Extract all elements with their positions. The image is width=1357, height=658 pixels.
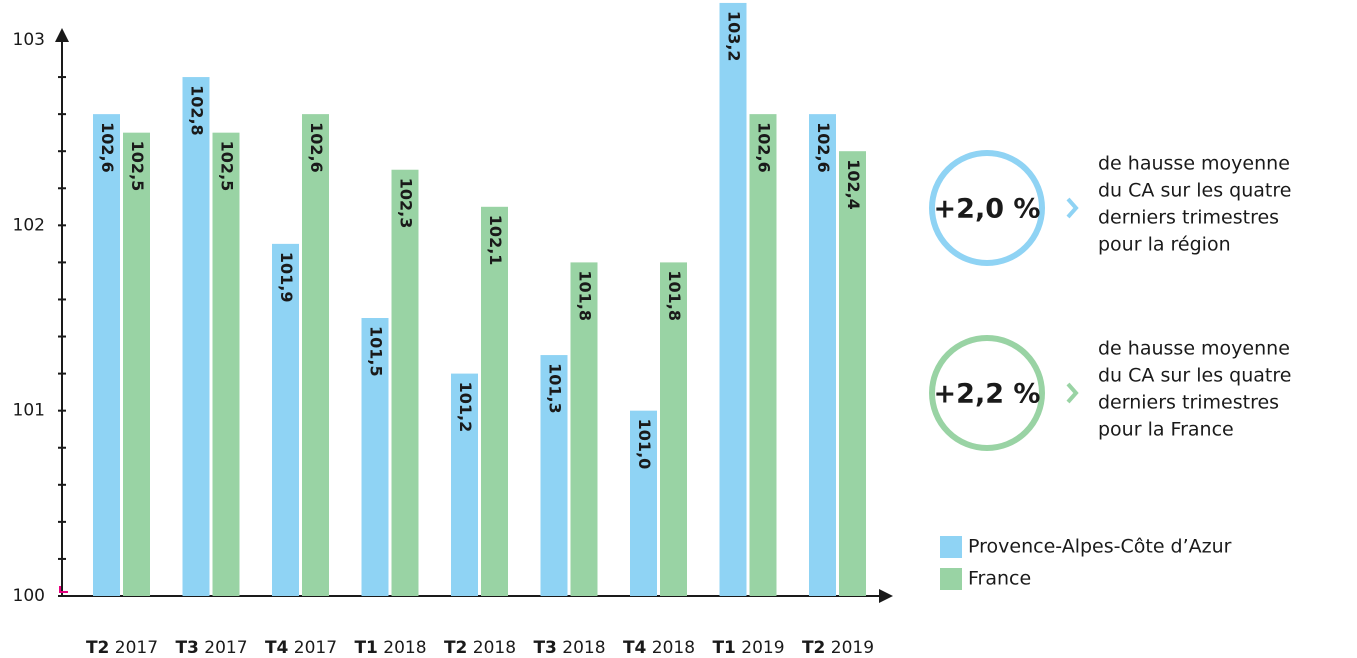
bar <box>749 114 777 596</box>
annotation-text: derniers trimestres <box>1098 392 1279 414</box>
value-label: 102,5 <box>128 141 147 192</box>
legend-label: France <box>968 568 1031 590</box>
value-label: 102,6 <box>98 122 117 173</box>
bar <box>182 77 210 597</box>
x-tick-label: T2 2019 <box>802 638 874 658</box>
x-tick-label: T1 2018 <box>354 638 426 658</box>
bar <box>451 373 478 596</box>
value-label: 101,9 <box>277 252 296 303</box>
annotation-text: de hausse moyenne <box>1098 338 1290 360</box>
annotation-circle <box>929 335 1045 451</box>
value-label: 102,8 <box>188 85 207 136</box>
legend-label: Provence-Alpes-Côte d’Azur <box>968 536 1232 558</box>
bar <box>839 151 866 596</box>
value-label: 102,6 <box>755 122 774 173</box>
legend-swatch <box>940 568 962 590</box>
value-label: 102,4 <box>844 159 863 210</box>
value-label: 101,8 <box>576 270 595 321</box>
x-tick-label: T4 2018 <box>623 638 695 658</box>
x-tick-label: T2 2017 <box>86 638 158 658</box>
origin-mark <box>59 586 68 593</box>
value-label: 101,0 <box>635 419 654 470</box>
value-label: 102,1 <box>486 215 505 266</box>
value-label: 102,6 <box>814 122 833 173</box>
y-tick-label: 103 <box>13 30 45 50</box>
x-tick-label: T3 2017 <box>175 638 247 658</box>
value-label: 102,6 <box>307 122 326 173</box>
bar <box>809 114 836 596</box>
annotation-text: pour la France <box>1098 419 1234 441</box>
value-label: 101,8 <box>665 270 684 321</box>
value-label: 101,2 <box>456 382 475 433</box>
bar <box>123 132 150 596</box>
value-label: 103,2 <box>725 11 744 62</box>
bar <box>361 318 389 596</box>
annotation-text: de hausse moyenne <box>1098 153 1290 175</box>
annotation-circle <box>929 150 1045 266</box>
bar <box>302 114 329 596</box>
bar <box>719 2 747 596</box>
value-label: 101,3 <box>546 363 565 414</box>
annotation-value: +2,0 % <box>934 194 1041 225</box>
y-tick-label: 100 <box>13 586 45 606</box>
y-axis-arrow <box>55 28 69 42</box>
value-label: 101,5 <box>367 326 386 377</box>
bar <box>272 243 299 596</box>
x-tick-label: T4 2017 <box>265 638 337 658</box>
annotation-text: derniers trimestres <box>1098 207 1279 229</box>
bar <box>570 262 598 596</box>
bar <box>93 114 120 596</box>
bar <box>630 410 657 596</box>
value-label: 102,3 <box>397 178 416 229</box>
legend-swatch <box>940 536 962 558</box>
bar <box>391 169 419 596</box>
bar <box>212 132 240 596</box>
x-axis-arrow <box>879 589 893 603</box>
annotation-text: du CA sur les quatre <box>1098 365 1291 387</box>
annotation-text: du CA sur les quatre <box>1098 180 1291 202</box>
annotation-text: pour la région <box>1098 234 1231 256</box>
annotation-chevron <box>1066 382 1079 404</box>
bar <box>660 262 687 596</box>
y-tick-label: 102 <box>13 215 45 235</box>
x-tick-label: T2 2018 <box>444 638 516 658</box>
x-tick-label: T3 2018 <box>533 638 605 658</box>
value-label: 102,5 <box>218 141 237 192</box>
annotation-value: +2,2 % <box>934 379 1041 410</box>
bar <box>481 206 508 597</box>
bar <box>540 355 568 596</box>
y-tick-label: 101 <box>13 401 45 421</box>
annotation-chevron <box>1066 197 1079 219</box>
x-tick-label: T1 2019 <box>712 638 784 658</box>
